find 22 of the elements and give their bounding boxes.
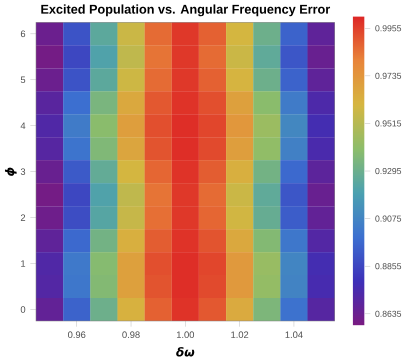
- color-bar-label: 0.9295: [375, 168, 402, 174]
- y-tick-label: 0: [20, 306, 26, 313]
- color-bar-label: 0.9075: [375, 216, 402, 222]
- x-tick-label: 0.98: [122, 331, 140, 338]
- x-tick-label: 1.02: [231, 331, 248, 338]
- y-tick-label: 4: [20, 122, 26, 129]
- x-axis-title: δω: [176, 347, 194, 357]
- x-tick-label: 0.96: [68, 331, 86, 338]
- y-tick-label: 6: [20, 30, 26, 38]
- y-axis-title: ϕ: [4, 168, 17, 176]
- x-tick-label: 1.00: [176, 331, 194, 338]
- color-bar-label: 0.9955: [375, 25, 402, 32]
- chart-title: Excited Population vs. Angular Frequency Error: [41, 4, 330, 16]
- color-bar-label: 0.9515: [375, 120, 402, 127]
- color-bar-label: 0.8635: [375, 310, 402, 317]
- color-bar-label: 0.8855: [375, 263, 402, 270]
- y-tick-label: 5: [20, 76, 26, 84]
- color-bar-label: 0.9735: [375, 72, 402, 79]
- y-tick-label: 3: [20, 168, 26, 175]
- y-tick-label: 2: [20, 214, 26, 221]
- y-tick-label: 1: [21, 260, 26, 267]
- x-tick-label: 1.04: [286, 331, 303, 338]
